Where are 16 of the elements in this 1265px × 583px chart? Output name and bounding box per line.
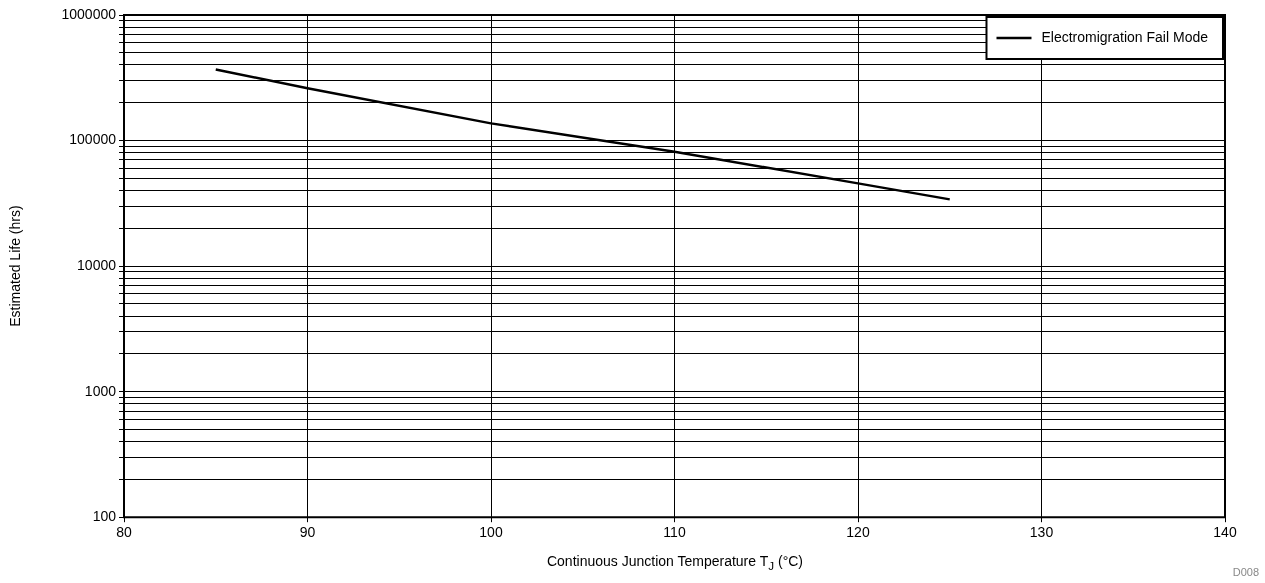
y-axis-title: Estimated Life (hrs) bbox=[7, 205, 24, 327]
y-tick-label: 1000000 bbox=[61, 5, 117, 22]
y-tick-label: 100 bbox=[92, 508, 117, 525]
legend-label: Electromigration Fail Mode bbox=[1041, 28, 1209, 45]
y-tick-label: 100000 bbox=[69, 131, 117, 148]
x-tick-label: 100 bbox=[479, 524, 503, 541]
text: D008 bbox=[1232, 566, 1259, 578]
x-tick-label: 140 bbox=[1213, 524, 1237, 541]
y-tick-label: 10000 bbox=[77, 256, 117, 273]
x-tick-label: 90 bbox=[299, 524, 316, 541]
x-tick-label: 80 bbox=[116, 524, 132, 541]
x-axis-title: Continuous Junction Temperature T$_{J}$ (°C) bbox=[545, 553, 804, 572]
y-tick-label: 1000 bbox=[84, 382, 117, 399]
x-tick-label: 110 bbox=[663, 524, 686, 541]
x-tick-label: 130 bbox=[1029, 524, 1054, 541]
x-tick-label: 120 bbox=[846, 524, 870, 541]
